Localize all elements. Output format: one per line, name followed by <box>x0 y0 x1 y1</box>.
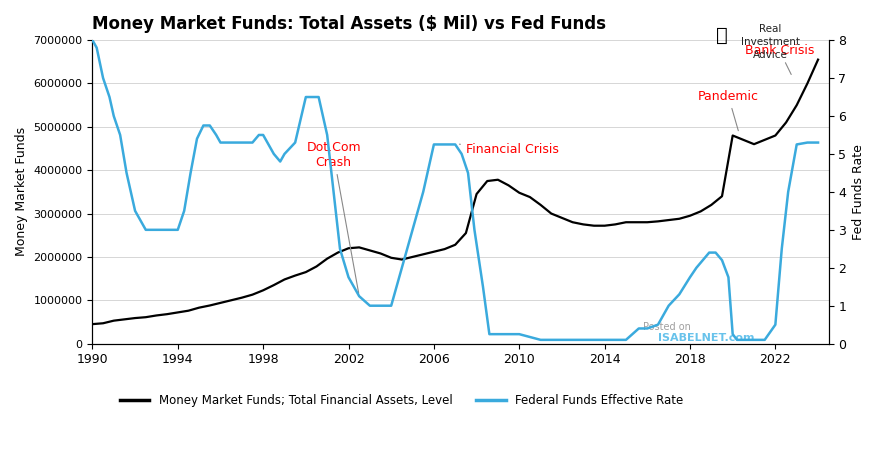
Text: Dot.Com
Crash: Dot.Com Crash <box>306 141 361 293</box>
Y-axis label: Money Market Funds: Money Market Funds <box>15 127 28 256</box>
Text: Bank Crisis: Bank Crisis <box>745 44 814 75</box>
Text: ISABELNET.com: ISABELNET.com <box>658 333 754 343</box>
Text: Pandemic: Pandemic <box>698 90 759 131</box>
Text: Financial Crisis: Financial Crisis <box>459 143 559 156</box>
Y-axis label: Fed Funds Rate: Fed Funds Rate <box>852 144 865 240</box>
Text: 🦅: 🦅 <box>715 26 728 45</box>
Text: Posted on: Posted on <box>643 322 691 332</box>
Legend: Money Market Funds; Total Financial Assets, Level, Federal Funds Effective Rate: Money Market Funds; Total Financial Asse… <box>115 389 688 412</box>
Text: Money Market Funds: Total Assets ($ Mil) vs Fed Funds: Money Market Funds: Total Assets ($ Mil)… <box>92 15 606 33</box>
Text: Real
Investment
Advice: Real Investment Advice <box>740 24 800 60</box>
